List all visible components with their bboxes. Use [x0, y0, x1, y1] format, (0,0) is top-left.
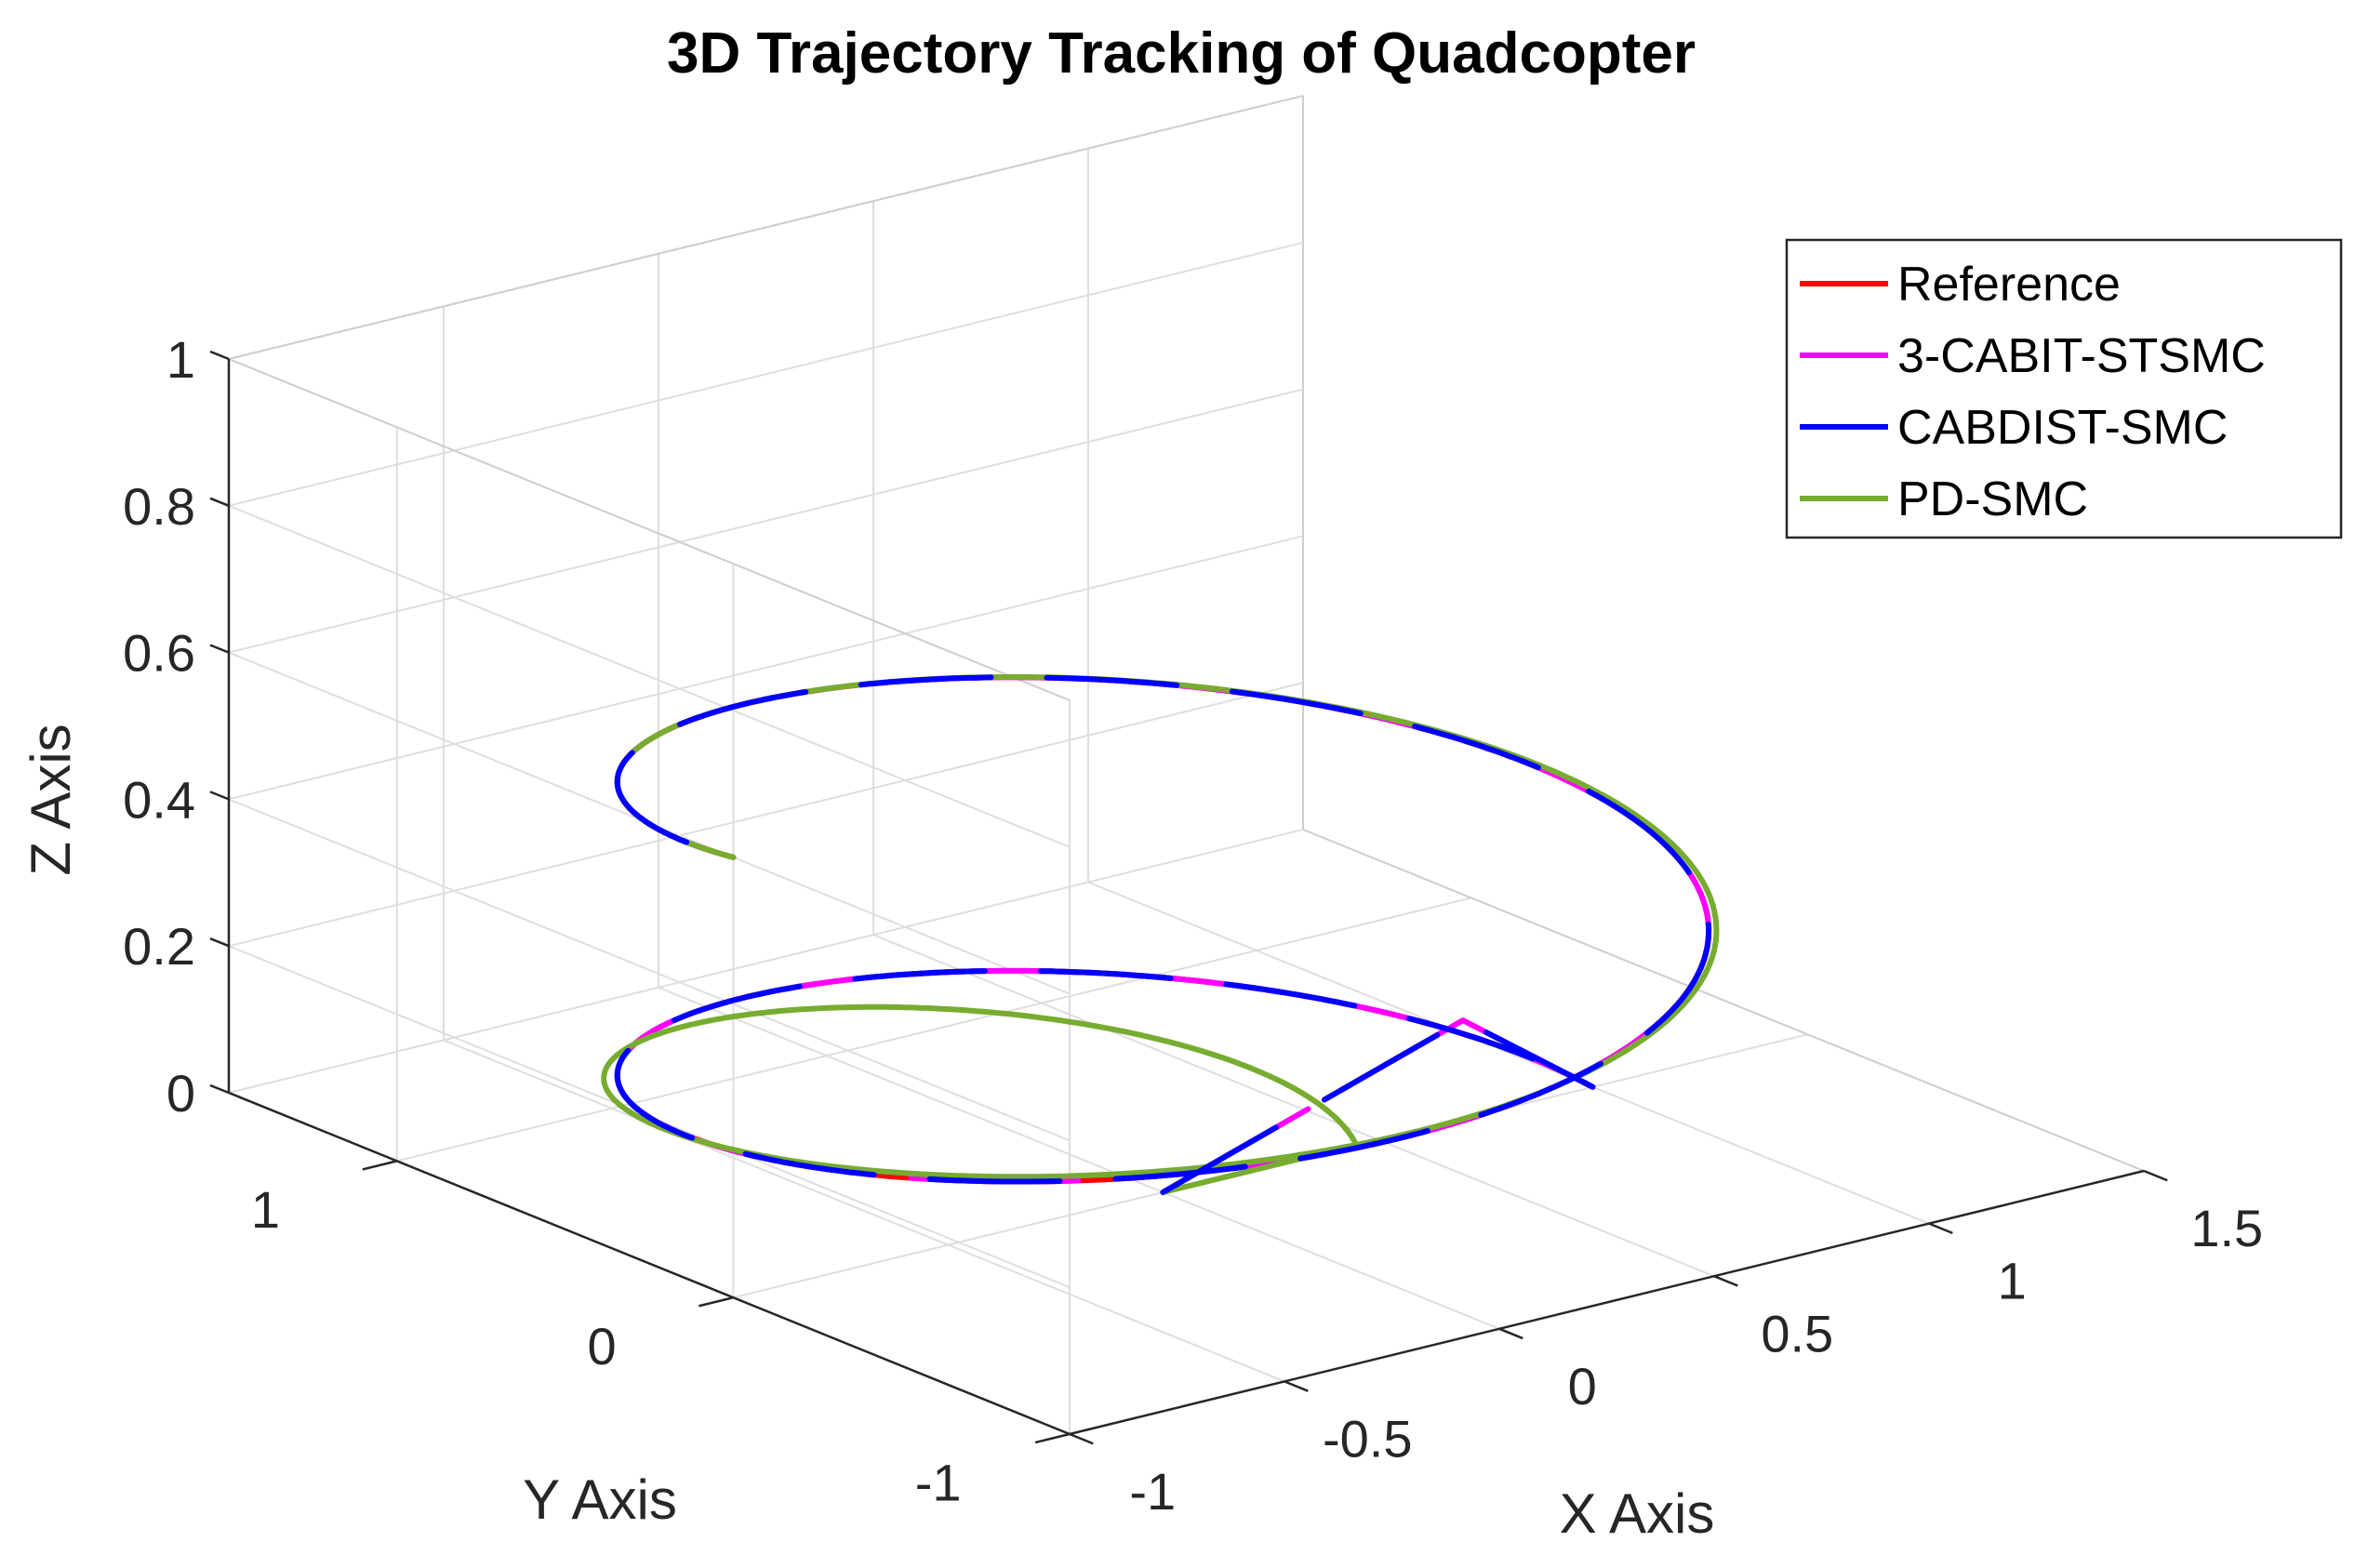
y-tick-label: 0 — [587, 1317, 616, 1375]
x-tick-label: 1 — [1998, 1252, 2027, 1310]
legend-label-cabdist-smc: CABDIST-SMC — [1897, 401, 2228, 455]
box-edge — [1302, 829, 2145, 1172]
y-tick-label: 1 — [251, 1180, 280, 1239]
y-tick-label: -1 — [915, 1454, 962, 1512]
grid-line — [872, 934, 1715, 1278]
legend: Reference 3-CABIT-STSMC CABDIST-SMC PD-SMC — [1785, 238, 2343, 539]
z-tick-label: 0.8 — [123, 477, 195, 536]
grid-line — [658, 986, 1500, 1330]
series-line-pd-smc — [601, 673, 1720, 1195]
series-layer — [601, 673, 1720, 1195]
y-tick-mark — [699, 1296, 734, 1308]
x-tick-mark — [1713, 1275, 1738, 1287]
legend-label-pd-smc: PD-SMC — [1897, 472, 2088, 526]
grid-line — [396, 897, 1472, 1163]
chart-title: 3D Trajectory Tracking of Quadcopter — [667, 21, 1696, 86]
x-tick-mark — [1498, 1327, 1523, 1340]
z-tick-label: 0 — [166, 1064, 195, 1123]
grid-line — [228, 798, 1071, 1142]
y-tick-mark — [362, 1160, 398, 1171]
x-tick-mark — [1284, 1380, 1309, 1392]
z-tick-mark — [209, 644, 230, 654]
x-axis-label: X Axis — [1560, 1482, 1715, 1545]
legend-label-3-cabit-stsmc: 3-CABIT-STSMC — [1897, 329, 2266, 383]
z-tick-label: 1 — [166, 330, 195, 389]
z-tick-label: 0.4 — [123, 770, 195, 829]
z-tick-mark — [209, 937, 230, 948]
z-tick-mark — [209, 1083, 230, 1095]
y-axis-label: Y Axis — [523, 1468, 677, 1531]
z-tick-label: 0.6 — [123, 624, 195, 683]
axes-layer — [227, 359, 2145, 1436]
series-line-cabdist-smc — [614, 674, 1712, 1195]
legend-box — [1785, 238, 2343, 539]
grid-line — [228, 535, 1304, 801]
x-tick-label: 1.5 — [2190, 1199, 2263, 1257]
series-line-reference — [614, 674, 1712, 1185]
grid-layer — [228, 95, 2145, 1435]
x-tick-label: 0 — [1568, 1357, 1597, 1415]
y-axis-line — [228, 1091, 1071, 1436]
box-edge — [228, 95, 1304, 360]
x-tick-label: 0.5 — [1761, 1304, 1833, 1362]
grid-line — [443, 1039, 1285, 1383]
box-edge — [228, 358, 1071, 701]
grid-line — [228, 241, 1304, 507]
grid-line — [228, 682, 1304, 948]
z-tick-mark — [209, 497, 230, 507]
legend-label-reference: Reference — [1897, 258, 2121, 312]
x-tick-label: -0.5 — [1323, 1410, 1413, 1468]
grid-line — [228, 504, 1071, 848]
x-tick-mark — [1928, 1222, 1953, 1235]
x-axis-line — [1069, 1169, 2145, 1436]
x-tick-label: -1 — [1129, 1462, 1176, 1521]
z-tick-mark — [209, 791, 230, 801]
x-tick-mark — [2143, 1169, 2168, 1182]
grid-line — [228, 388, 1304, 654]
x-tick-mark — [1069, 1432, 1094, 1445]
z-axis-label: Z Axis — [20, 724, 82, 875]
z-tick-mark — [209, 350, 230, 361]
grid-line — [1087, 881, 1930, 1225]
y-tick-mark — [1034, 1432, 1071, 1444]
grid-line — [228, 829, 1304, 1094]
z-tick-label: 0.2 — [123, 917, 195, 976]
series-line-3-cabit-stsmc — [614, 674, 1712, 1195]
